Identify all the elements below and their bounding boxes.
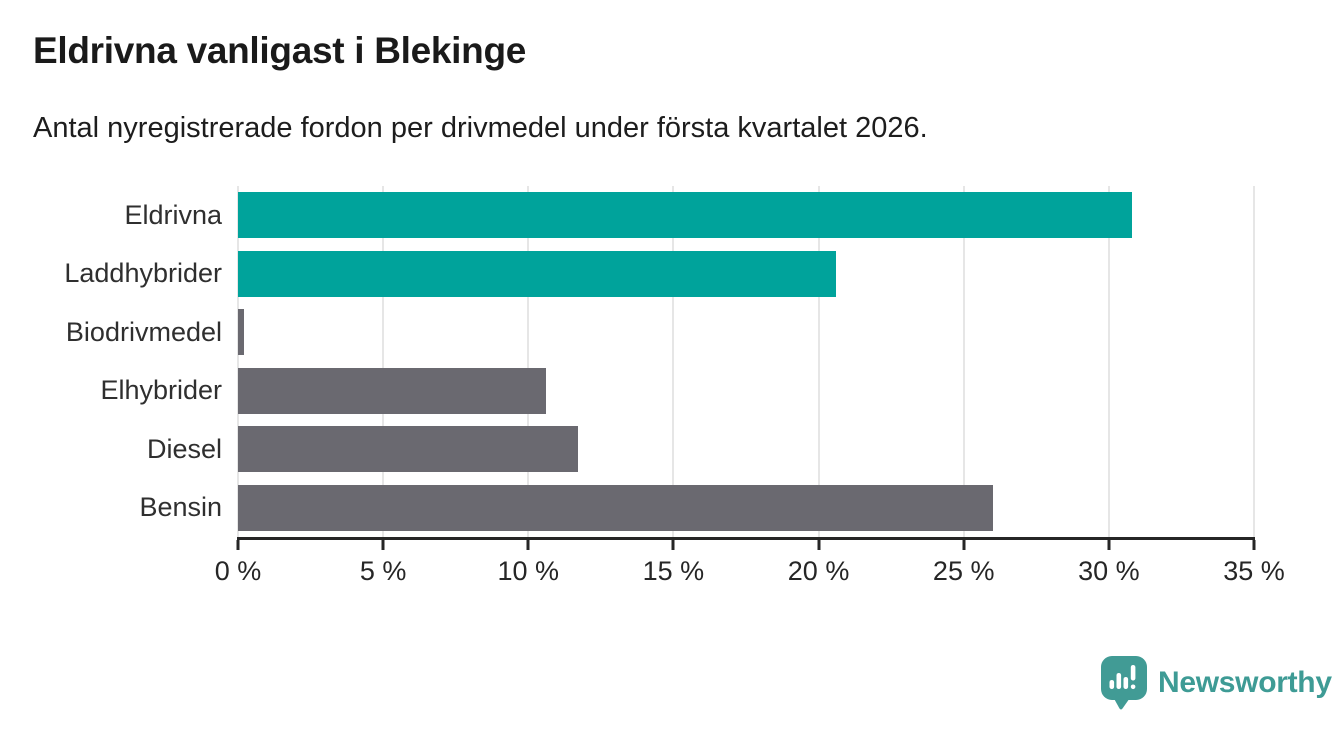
bar-track [238, 309, 1254, 356]
gridline [672, 186, 675, 537]
category-label: Elhybrider [100, 375, 222, 406]
gridline [237, 186, 239, 537]
bar [238, 309, 244, 356]
chart-title: Eldrivna vanligast i Blekinge [33, 30, 527, 71]
x-axis-tick-label: 15 % [642, 556, 705, 586]
bar [238, 192, 1133, 239]
x-axis-tick-label: 25 % [932, 556, 995, 586]
x-axis-line [237, 537, 1255, 540]
chart-row: Elhybrider [0, 362, 1340, 421]
category-label: Diesel [146, 433, 222, 464]
x-axis-tick [962, 540, 966, 550]
bar-track [238, 250, 1254, 297]
gridline [527, 186, 530, 537]
category-label: Laddhybrider [64, 258, 222, 289]
gridline [1107, 186, 1110, 537]
x-axis-tick-label: 5 % [359, 556, 407, 586]
brand-name: Newsworthy [1158, 666, 1332, 699]
x-axis-tick-label: 0 % [214, 556, 262, 586]
bar [238, 484, 993, 531]
chart-row: Biodrivmedel [0, 303, 1340, 362]
gridlines [237, 186, 1255, 537]
bar-track [238, 484, 1254, 531]
x-axis-tick-label: 30 % [1078, 556, 1140, 586]
gridline [382, 186, 385, 537]
chart-row: Laddhybrider [0, 245, 1340, 304]
x-axis-tick [526, 540, 530, 550]
chart-row: Diesel [0, 420, 1340, 479]
bar-track [238, 367, 1254, 414]
category-label: Biodrivmedel [65, 316, 222, 347]
x-axis-tick [236, 540, 240, 550]
category-label: Bensin [139, 492, 222, 523]
x-axis-tick [1107, 540, 1111, 550]
x-axis-tick [817, 540, 821, 550]
x-axis-tick [671, 540, 675, 550]
bar-chart: Eldrivna Laddhybrider Biodrivmedel Elhybrid… [0, 186, 1340, 606]
x-axis-tick [381, 540, 385, 550]
newsworthy-pin-barchart-icon [1101, 656, 1147, 710]
x-axis-tick-label: 10 % [497, 556, 560, 586]
brand-footer: Newsworthy [1101, 656, 1332, 710]
bar [238, 426, 578, 473]
gridline [1253, 186, 1255, 537]
gridline [817, 186, 820, 537]
bar-track [238, 192, 1254, 239]
gridline [962, 186, 965, 537]
bar-track [238, 426, 1254, 473]
bar-rows: Eldrivna Laddhybrider Biodrivmedel Elhybrid… [0, 186, 1340, 537]
bar [238, 367, 546, 414]
chart-row: Bensin [0, 479, 1340, 538]
bar [238, 250, 836, 297]
chart-subtitle: Antal nyregistrerade fordon per drivmede… [33, 112, 928, 144]
x-axis-tick [1252, 540, 1256, 550]
chart-row: Eldrivna [0, 186, 1340, 245]
x-axis-tick-label: 20 % [787, 556, 850, 586]
x-axis-tick-label: 35 % [1223, 556, 1285, 586]
category-label: Eldrivna [124, 199, 222, 230]
